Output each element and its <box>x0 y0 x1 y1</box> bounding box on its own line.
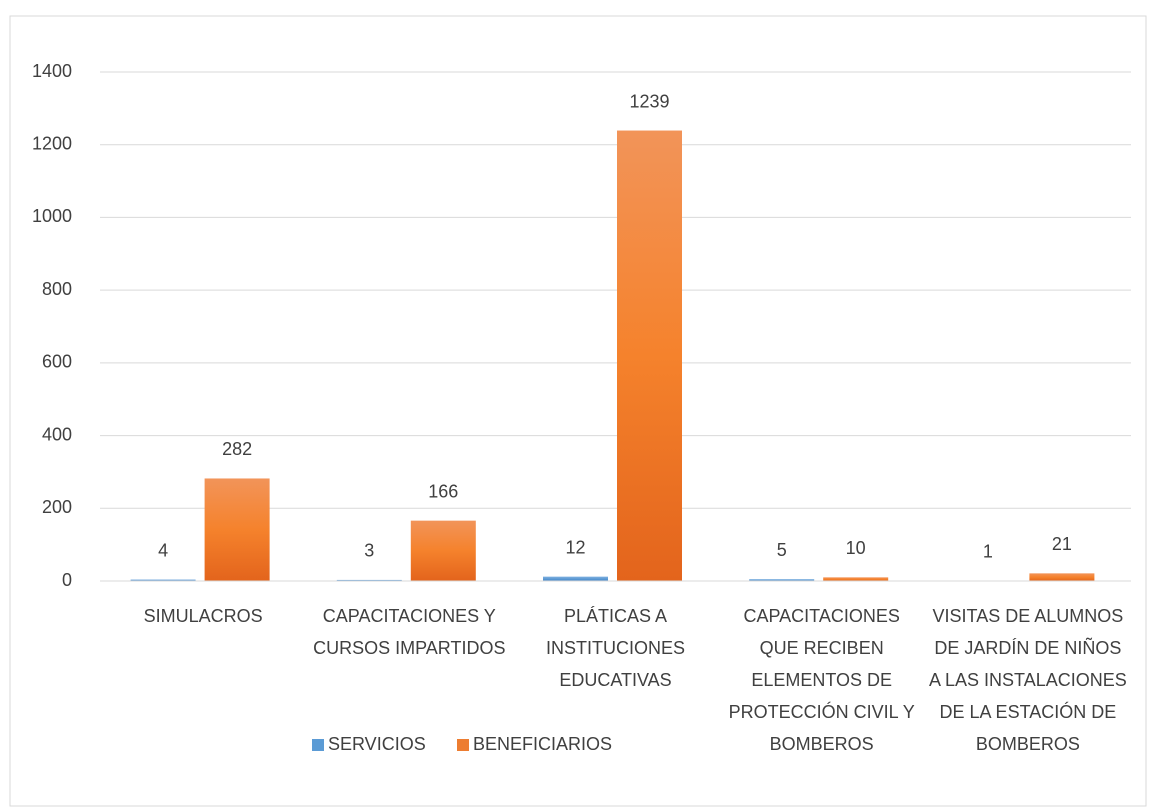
bar <box>130 579 196 581</box>
data-label: 3 <box>364 541 374 561</box>
y-tick-label: 600 <box>42 352 72 372</box>
y-tick-label: 400 <box>42 424 72 444</box>
data-label: 1239 <box>629 91 669 111</box>
y-tick-label: 1000 <box>32 206 72 226</box>
data-label: 166 <box>428 481 458 501</box>
bar <box>204 478 270 581</box>
bar <box>617 130 682 581</box>
legend-swatch <box>312 738 324 751</box>
bar <box>543 576 608 581</box>
data-label: 4 <box>158 540 168 560</box>
y-tick-label: 1200 <box>32 133 72 153</box>
legend-label: BENEFICIARIOS <box>473 734 613 754</box>
x-tick-label: CAPACITACIONES Y CURSOS IMPARTIDOS <box>313 606 506 658</box>
x-tick-label: SIMULACROS <box>143 606 263 626</box>
legend-swatch <box>457 738 469 751</box>
y-tick-label: 200 <box>42 497 72 517</box>
data-label: 21 <box>1052 534 1072 554</box>
data-label: 12 <box>565 537 585 557</box>
data-label: 1 <box>983 541 993 561</box>
bar <box>410 520 476 581</box>
bar <box>1029 573 1095 581</box>
legend-item: BENEFICIARIOS <box>457 734 612 755</box>
legend-item: SERVICIOS <box>312 734 426 755</box>
bar <box>749 579 815 581</box>
chart-border <box>9 15 1147 807</box>
x-tick-label: CAPACITACIONES QUE RECIBEN ELEMENTOS DE … <box>728 606 915 754</box>
legend-label: SERVICIOS <box>328 734 426 754</box>
data-label: 282 <box>222 439 252 459</box>
y-tick-label: 1400 <box>32 61 72 81</box>
y-tick-label: 0 <box>62 570 72 590</box>
data-label: 10 <box>846 538 866 558</box>
bar <box>336 579 402 581</box>
x-tick-label: PLÁTICAS A INSTITUCIONES EDUCATIVAS <box>545 606 685 690</box>
bar <box>823 577 889 581</box>
data-label: 5 <box>777 540 787 560</box>
y-tick-label: 800 <box>42 279 72 299</box>
x-tick-label: VISITAS DE ALUMNOS DE JARDÍN DE NIÑOS A … <box>929 606 1127 754</box>
